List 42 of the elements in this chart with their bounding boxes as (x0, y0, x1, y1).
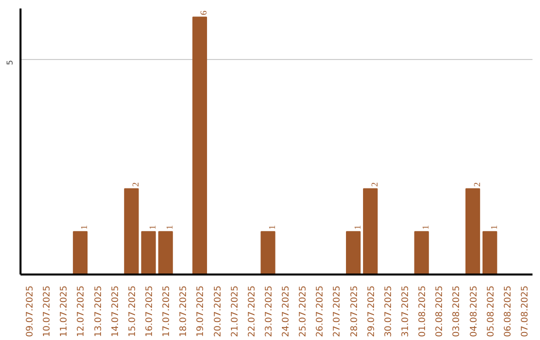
x-tick-label: 09.07.2025 (26, 286, 36, 338)
x-tick-label: 04.08.2025 (469, 286, 480, 338)
x-tick-label: 10.07.2025 (42, 286, 53, 338)
x-tick-label: 01.08.2025 (418, 286, 428, 338)
data-label: 1 (488, 225, 499, 230)
x-tick-label: 24.07.2025 (282, 286, 292, 338)
x-tick-label: 27.07.2025 (332, 286, 343, 338)
x-tick-label: 26.07.2025 (316, 286, 326, 338)
x-tick-label: 14.07.2025 (110, 286, 121, 338)
x-tick-label: 25.07.2025 (298, 286, 309, 338)
x-tick-label: 18.07.2025 (179, 286, 190, 338)
x-tick-label: 02.08.2025 (435, 286, 446, 338)
x-tick-label: 07.08.2025 (520, 286, 530, 338)
x-tick-label: 11.07.2025 (60, 286, 70, 338)
x-tick-label: 05.08.2025 (486, 286, 496, 338)
x-tick-label: 19.07.2025 (196, 286, 206, 338)
x-tick-label: 16.07.2025 (145, 286, 155, 338)
x-tick-label: 15.07.2025 (128, 286, 138, 338)
data-label: 1 (148, 225, 158, 230)
data-label: 2 (130, 182, 140, 187)
x-tick-label: 22.07.2025 (247, 286, 258, 338)
x-tick-label: 29.07.2025 (366, 286, 377, 338)
x-tick-label: 31.07.2025 (401, 286, 411, 338)
y-tick-label: 5 (6, 60, 14, 66)
data-label: 1 (266, 225, 277, 230)
data-label: 1 (420, 225, 431, 230)
data-label: 6 (198, 10, 209, 16)
data-label: 1 (79, 225, 90, 230)
x-tick-label: 20.07.2025 (213, 286, 224, 338)
data-label: 1 (164, 225, 175, 230)
x-tick-label: 06.08.2025 (503, 286, 514, 338)
x-tick-label: 03.08.2025 (452, 286, 462, 338)
data-label: 1 (352, 225, 362, 230)
x-tick-label: 21.07.2025 (230, 286, 240, 338)
x-tick-label: 17.07.2025 (162, 286, 172, 338)
x-tick-label: 12.07.2025 (76, 286, 87, 338)
x-tick-label: 30.07.2025 (384, 286, 394, 338)
x-tick-label: 23.07.2025 (264, 286, 274, 338)
x-tick-label: 28.07.2025 (350, 286, 360, 338)
data-label: 2 (369, 182, 380, 187)
data-label: 2 (472, 182, 482, 187)
x-tick-label: 13.07.2025 (94, 286, 104, 338)
